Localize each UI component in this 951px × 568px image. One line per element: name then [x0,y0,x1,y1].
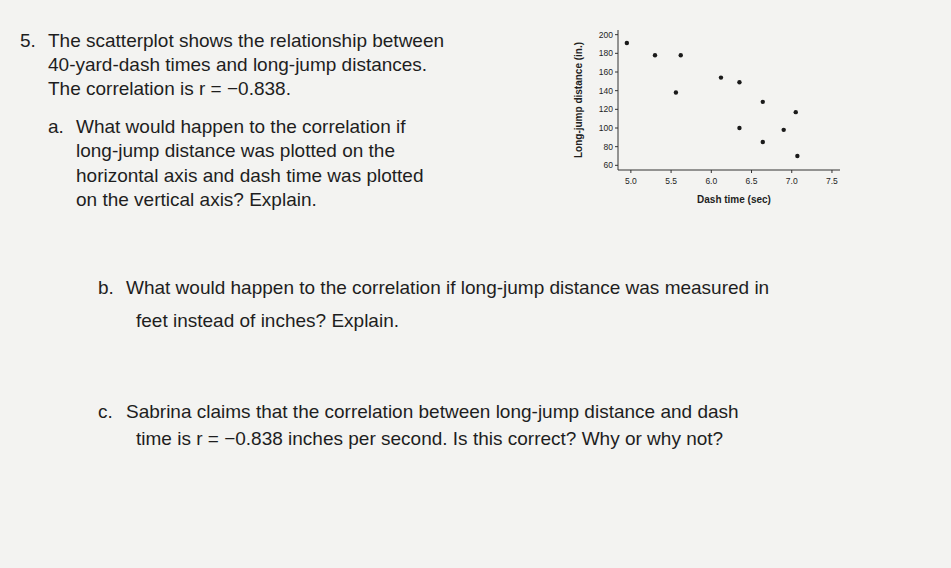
problem-number: 5. [20,30,36,51]
point [674,90,678,94]
point [761,140,765,144]
point [737,80,741,84]
y-tick-label: 140 [599,86,613,96]
x-tick [630,170,631,173]
x-tick-label: 7.5 [826,176,838,186]
page: 5. The scatterplot shows the relationship… [0,0,951,568]
x-tick-label: 6.5 [746,176,758,186]
point [653,53,657,57]
point [794,110,798,114]
x-tick [791,170,792,173]
y-tick-label: 120 [599,104,613,114]
y-tick [615,53,618,54]
y-axis [618,30,619,170]
point [795,154,799,158]
point [679,53,683,57]
part-line: long-jump distance was plotted on the [76,140,395,161]
y-tick [615,146,618,147]
y-tick-label: 180 [599,48,613,58]
part-line: feet instead of inches? Explain. [136,310,399,331]
y-tick [615,128,618,129]
y-tick-label: 160 [599,67,613,77]
chart: 60 80 100 120 140 160 180 200 5.0 5.5 6.0 6.5 7.0 7.5… [573,30,840,205]
point [719,75,723,79]
x-tick [671,170,672,173]
problem-line: The scatterplot shows the relationship b… [48,30,444,51]
x-tick-label: 5.5 [665,176,677,186]
x-tick-label: 7.0 [786,176,798,186]
part-line: on the vertical axis? Explain. [76,189,317,210]
x-axis-title: Dash time (sec) [697,194,771,205]
part-line: time is r = −0.838 inches per second. Is… [136,428,723,449]
y-tick-label: 80 [604,142,614,152]
x-tick-label: 5.0 [625,176,637,186]
part-line: Sabrina claims that the correlation betw… [126,401,739,422]
point [761,100,765,104]
part-label: b. [98,277,114,298]
x-axis [618,170,840,171]
y-tick-label: 200 [599,30,613,40]
point [625,41,629,45]
points [625,41,800,158]
y-tick [615,72,618,73]
problem-line: 40-yard-dash times and long-jump distanc… [48,54,427,75]
part-label: a. [48,116,64,137]
y-tick [615,90,618,91]
part-label: c. [98,401,113,422]
x-tick-label: 6.0 [705,176,717,186]
x-tick [831,170,832,173]
part-line: What would happen to the correlation if [76,116,406,137]
point [737,126,741,130]
x-tick [711,170,712,173]
y-tick [615,165,618,166]
problem-line: The correlation is r = −0.838. [48,78,291,99]
y-tick-label: 100 [599,123,613,133]
y-tick-label: 60 [604,160,614,170]
part-line: What would happen to the correlation if … [126,277,769,298]
y-axis-title: Long-jump distance (in.) [573,42,584,158]
part-line: horizontal axis and dash time was plotte… [76,165,423,186]
y-tick [615,109,618,110]
y-tick [615,34,618,35]
x-tick [751,170,752,173]
point [781,128,785,132]
